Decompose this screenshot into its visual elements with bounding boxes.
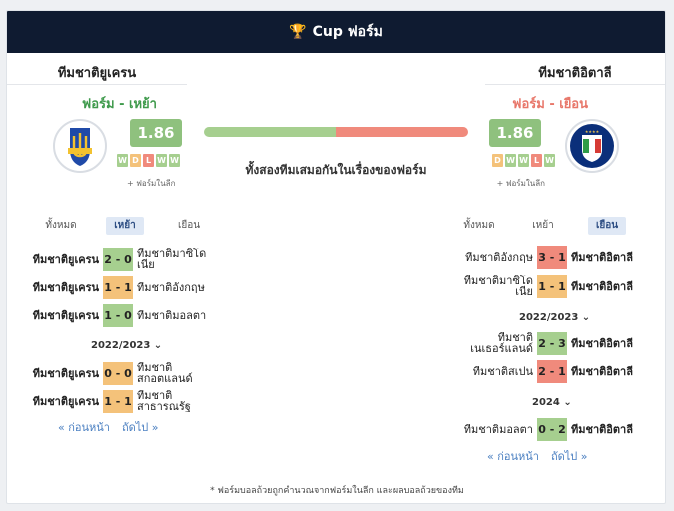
match-away-team: ทีมชาติมาซิโดเนีย bbox=[137, 248, 207, 270]
match-score: 2 - 0 bbox=[103, 247, 133, 271]
home-form-label: ฟอร์ม - เหย้า bbox=[82, 97, 157, 112]
match-away-team: ทีมชาติอิตาลี bbox=[571, 280, 633, 293]
form-comparison-bar bbox=[204, 127, 468, 137]
match-row[interactable]: ทีมชาติยูเครน 1 - 1 ทีมชาติสาธารณรัฐ bbox=[11, 389, 207, 413]
footnote: * ฟอร์มบอลถ้วยถูกคำนวณจากฟอร์มในลีก และผ… bbox=[210, 486, 464, 496]
match-row[interactable]: ทีมชาติมาซิโดเนีย 1 - 1 ทีมชาติอิตาลี bbox=[453, 274, 649, 298]
match-score: 2 - 3 bbox=[537, 331, 567, 355]
match-score: 0 - 0 bbox=[103, 361, 133, 385]
away-form-label: ฟอร์ม - เยือน bbox=[512, 97, 588, 112]
match-away-team: ทีมชาติสกอตแลนด์ bbox=[137, 362, 193, 384]
match-row[interactable]: ทีมชาติมอลตา 0 - 2 ทีมชาติอิตาลี bbox=[453, 417, 649, 441]
away-prev-link[interactable]: « ก่อนหน้า bbox=[487, 450, 539, 463]
match-away-team: ทีมชาติอังกฤษ bbox=[137, 281, 205, 293]
away-tab-2[interactable]: เยือน bbox=[588, 217, 626, 235]
match-score: 1 - 1 bbox=[103, 275, 133, 299]
match-row[interactable]: ทีมชาติยูเครน 1 - 0 ทีมชาติมอลตา bbox=[11, 303, 207, 327]
match-home-team: ทีมชาติมาซิโดเนีย bbox=[463, 275, 533, 297]
trophy-icon: 🏆 bbox=[289, 24, 307, 40]
match-row[interactable]: ทีมชาติยูเครน 2 - 0 ทีมชาติมาซิโดเนีย bbox=[11, 247, 207, 271]
match-home-team: ทีมชาติยูเครน bbox=[32, 253, 99, 266]
match-home-team: ทีมชาติอังกฤษ bbox=[465, 251, 533, 263]
home-next-link[interactable]: ถัดไป » bbox=[121, 421, 159, 434]
match-score: 0 - 2 bbox=[537, 417, 567, 441]
match-home-team: ทีมชาติมอลตา bbox=[463, 423, 533, 435]
home-pager: « ก่อนหน้า ถัดไป » bbox=[52, 418, 165, 436]
match-away-team: ทีมชาติสาธารณรัฐ bbox=[137, 390, 191, 412]
form-badge: W bbox=[169, 154, 180, 167]
card-title: Cup ฟอร์ม bbox=[312, 24, 383, 40]
ukraine-logo bbox=[53, 119, 107, 173]
match-home-team: ทีมชาติเนเธอร์แลนด์ bbox=[470, 332, 533, 354]
away-form-rating: 1.86 bbox=[489, 119, 541, 147]
home-tab-1[interactable]: เหย้า bbox=[106, 217, 144, 235]
form-badge: W bbox=[505, 154, 516, 167]
match-score: 1 - 1 bbox=[537, 274, 567, 298]
away-season2-toggle[interactable]: 2024 ⌄ bbox=[532, 397, 572, 408]
away-tab-1[interactable]: เหย้า bbox=[532, 220, 554, 231]
away-pager: « ก่อนหน้า ถัดไป » bbox=[481, 447, 594, 465]
match-home-team: ทีมชาติยูเครน bbox=[32, 395, 99, 408]
form-badge: L bbox=[531, 154, 542, 167]
away-season-toggle[interactable]: 2022/2023 ⌄ bbox=[519, 312, 591, 323]
form-badge: L bbox=[143, 154, 154, 167]
form-badge: W bbox=[518, 154, 529, 167]
form-badge: W bbox=[117, 154, 128, 167]
home-league-form-link[interactable]: + ฟอร์มในลีก bbox=[127, 179, 176, 188]
match-away-team: ทีมชาติอิตาลี bbox=[571, 365, 633, 378]
match-score: 1 - 1 bbox=[103, 389, 133, 413]
match-away-team: ทีมชาติมอลตา bbox=[137, 309, 207, 321]
form-badge: W bbox=[544, 154, 555, 167]
italy-logo: ★★★★ bbox=[565, 119, 619, 173]
match-home-team: ทีมชาติสเปน bbox=[472, 365, 533, 377]
match-row[interactable]: ทีมชาติสเปน 2 - 1 ทีมชาติอิตาลี bbox=[453, 359, 649, 383]
match-score: 1 - 0 bbox=[103, 303, 133, 327]
home-tabs: ทั้งหมด เหย้า เยือน bbox=[29, 217, 221, 235]
cup-form-card: 🏆 Cup ฟอร์ม ทีมชาติยูเครน ทีมชาติอิตาลี … bbox=[6, 10, 666, 504]
card-header: 🏆 Cup ฟอร์ม bbox=[7, 11, 665, 53]
match-score: 3 - 1 bbox=[537, 245, 567, 269]
away-league-form-link[interactable]: + ฟอร์มในลีก bbox=[496, 179, 545, 188]
home-team-name: ทีมชาติยูเครน bbox=[7, 63, 187, 85]
away-team-name: ทีมชาติอิตาลี bbox=[485, 63, 665, 85]
match-home-team: ทีมชาติยูเครน bbox=[32, 309, 99, 322]
home-tab-2[interactable]: เยือน bbox=[177, 220, 201, 231]
match-score: 2 - 1 bbox=[537, 359, 567, 383]
away-tab-0[interactable]: ทั้งหมด bbox=[463, 220, 495, 231]
form-badge: D bbox=[130, 154, 141, 167]
form-badge: W bbox=[156, 154, 167, 167]
away-share-bar bbox=[336, 127, 468, 137]
home-form-rating: 1.86 bbox=[130, 119, 182, 147]
match-row[interactable]: ทีมชาติอังกฤษ 3 - 1 ทีมชาติอิตาลี bbox=[453, 245, 649, 269]
match-row[interactable]: ทีมชาติยูเครน 1 - 1 ทีมชาติอังกฤษ bbox=[11, 275, 207, 299]
match-away-team: ทีมชาติอิตาลี bbox=[571, 423, 633, 436]
home-tab-0[interactable]: ทั้งหมด bbox=[45, 220, 77, 231]
svg-text:★★★★: ★★★★ bbox=[585, 129, 600, 134]
match-row[interactable]: ทีมชาติเนเธอร์แลนด์ 2 - 3 ทีมชาติอิตาลี bbox=[453, 331, 649, 355]
match-home-team: ทีมชาติยูเครน bbox=[32, 367, 99, 380]
match-away-team: ทีมชาติอิตาลี bbox=[571, 251, 633, 264]
home-prev-link[interactable]: « ก่อนหน้า bbox=[58, 421, 110, 434]
home-season-toggle[interactable]: 2022/2023 ⌄ bbox=[91, 340, 163, 351]
form-badge: D bbox=[492, 154, 503, 167]
match-home-team: ทีมชาติยูเครน bbox=[32, 281, 99, 294]
away-tabs: ทั้งหมด เหย้า เยือน bbox=[447, 217, 639, 235]
match-away-team: ทีมชาติอิตาลี bbox=[571, 337, 633, 350]
comparison-text: ทั้งสองทีมเสมอกันในเรื่องของฟอร์ม bbox=[245, 163, 427, 177]
match-row[interactable]: ทีมชาติยูเครน 0 - 0 ทีมชาติสกอตแลนด์ bbox=[11, 361, 207, 385]
away-next-link[interactable]: ถัดไป » bbox=[550, 450, 588, 463]
home-share-bar bbox=[204, 127, 336, 137]
